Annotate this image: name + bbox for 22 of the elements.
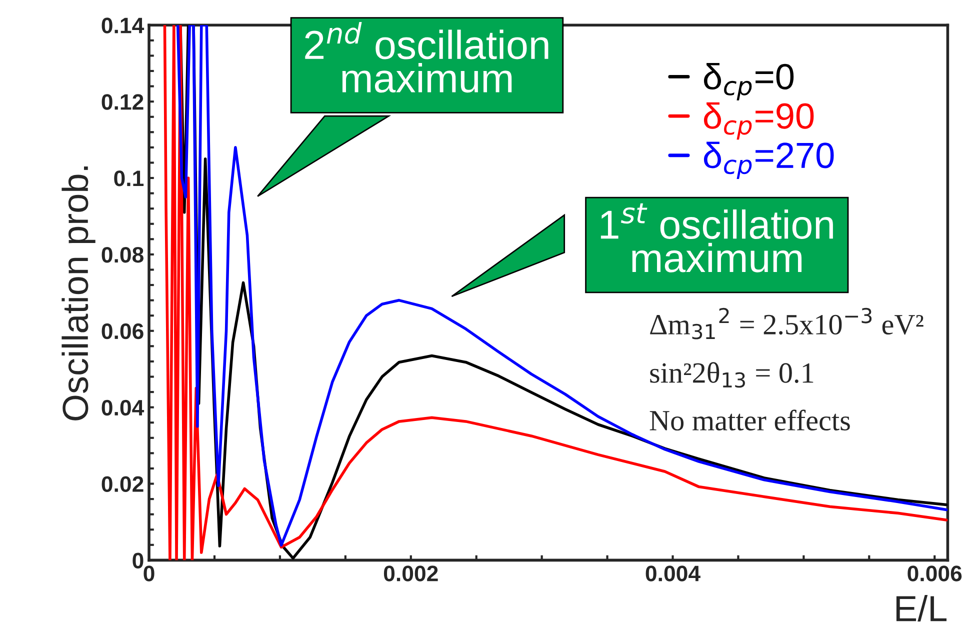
- annotation: Δm$_{31}$$^{2}$ = 2.5x10$^{−3}$ eV²: [650, 308, 924, 340]
- legend-label: δ$_{cp}$=270: [704, 142, 834, 180]
- annotation: 1$^{st}$ oscillation maximum: [600, 203, 833, 272]
- x-tick-label: 0.004: [646, 566, 700, 582]
- legend-label: δ$_{cp}$=0: [704, 62, 794, 100]
- x-tick-label: 0.002: [384, 566, 438, 582]
- y-axis-title: Oscillation prob.: [62, 166, 96, 420]
- y-tick-label: 0: [132, 552, 144, 568]
- legend-label: δ$_{cp}$=90: [704, 102, 814, 140]
- x-tick-label: 0: [144, 566, 154, 582]
- annotation: No matter effects: [650, 410, 850, 430]
- y-tick-label: 0.1: [114, 170, 144, 186]
- y-tick-label: 0.02: [102, 476, 144, 492]
- y-tick-label: 0.04: [102, 400, 144, 416]
- annotation: 2$^{nd}$ oscillation maximum: [305, 22, 548, 93]
- y-tick-label: 0.08: [102, 246, 144, 263]
- y-tick-label: 0.06: [102, 323, 144, 340]
- y-tick-label: 0.14: [102, 18, 144, 34]
- annotation: sin²2θ$_{13}$ = 0.1: [650, 362, 814, 388]
- x-axis-title: E/L: [896, 594, 947, 622]
- y-tick-label: 0.12: [102, 94, 144, 110]
- x-tick-label: 0.006: [908, 566, 962, 582]
